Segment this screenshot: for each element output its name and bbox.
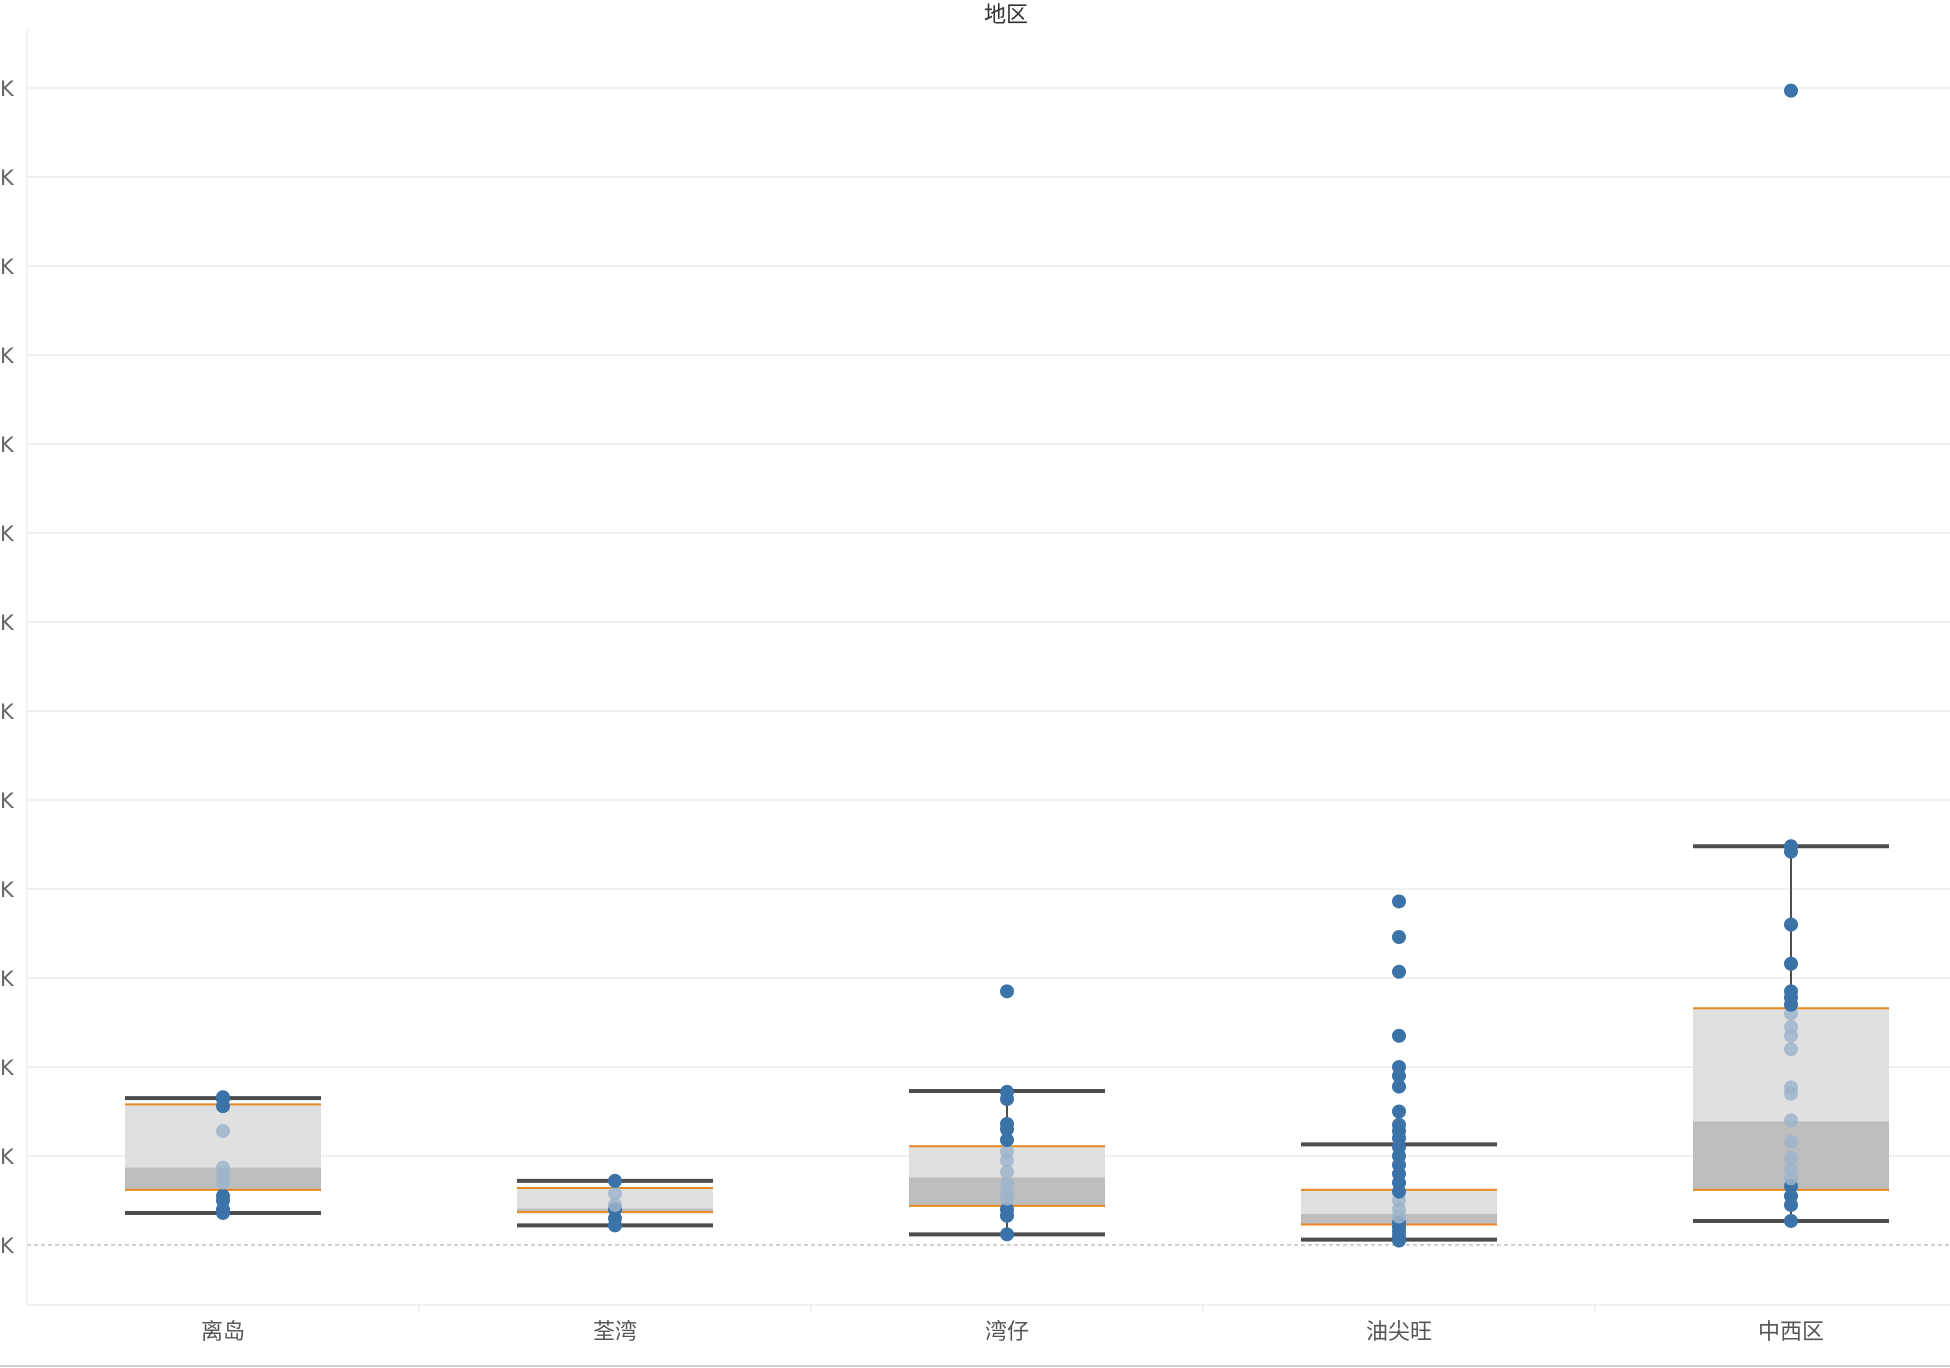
- data-point: [1784, 1189, 1798, 1204]
- y-tick-label: K: [0, 1056, 15, 1080]
- y-tick-label: K: [0, 522, 15, 546]
- y-tick-label: K: [0, 433, 15, 457]
- y-tick-label: K: [0, 344, 15, 368]
- data-point: [1392, 1104, 1406, 1119]
- category-label: 湾仔: [985, 1320, 1029, 1345]
- data-point: [1784, 1042, 1798, 1057]
- data-point: [1392, 1079, 1406, 1094]
- data-point: [216, 1124, 230, 1139]
- y-tick-label: K: [0, 1234, 15, 1258]
- category-label: 中西区: [1758, 1320, 1824, 1345]
- data-point: [1000, 1116, 1014, 1131]
- data-point: [1784, 1150, 1798, 1165]
- data-point: [1784, 1134, 1798, 1149]
- data-point: [1784, 1019, 1798, 1034]
- category-label: 油尖旺: [1366, 1320, 1432, 1345]
- data-point: [1000, 1165, 1014, 1180]
- data-point: [1784, 1162, 1798, 1177]
- data-point: [1784, 1213, 1798, 1228]
- data-point: [1784, 1080, 1798, 1095]
- y-tick-label: K: [0, 967, 15, 991]
- category-label: 离岛: [201, 1320, 245, 1345]
- data-point: [1000, 1177, 1014, 1192]
- chart-title: 地区: [984, 3, 1028, 28]
- y-tick-label: K: [0, 611, 15, 635]
- data-point: [1784, 839, 1798, 854]
- data-point: [216, 1189, 230, 1204]
- y-tick-label: K: [0, 700, 15, 724]
- data-point: [1000, 1132, 1014, 1147]
- data-point: [1000, 1144, 1014, 1159]
- data-point: [1784, 83, 1798, 98]
- data-point: [1784, 956, 1798, 971]
- data-point: [1784, 1113, 1798, 1128]
- gridlines: [27, 87, 1950, 1246]
- y-tick-label: K: [0, 1145, 15, 1169]
- axes: K K K K K K K K K K K K K K: [0, 30, 1950, 1367]
- data-point: [1000, 1202, 1014, 1217]
- data-point: [1392, 930, 1406, 945]
- data-point: [1392, 1117, 1406, 1132]
- data-point: [1000, 984, 1014, 999]
- category-labels: 离岛 荃湾 湾仔 油尖旺 中西区: [201, 1320, 1824, 1345]
- data-point: [216, 1160, 230, 1175]
- y-tick-label: K: [0, 789, 15, 813]
- data-point: [1392, 964, 1406, 979]
- data-point: [608, 1173, 622, 1188]
- data-point: [608, 1197, 622, 1212]
- category-label: 荃湾: [593, 1320, 637, 1345]
- y-tick-label: K: [0, 878, 15, 902]
- data-point: [608, 1186, 622, 1201]
- data-point: [1000, 1084, 1014, 1099]
- data-point: [1784, 984, 1798, 999]
- data-point: [1784, 917, 1798, 932]
- y-tick-label: K: [0, 166, 15, 190]
- y-tick-label: K: [0, 77, 15, 101]
- data-point: [1392, 1028, 1406, 1043]
- data-point: [1392, 894, 1406, 909]
- data-point: [1000, 1227, 1014, 1242]
- y-tick-label: K: [0, 255, 15, 279]
- data-points: [216, 83, 1798, 1248]
- data-point: [1392, 1060, 1406, 1074]
- data-point: [216, 1090, 230, 1105]
